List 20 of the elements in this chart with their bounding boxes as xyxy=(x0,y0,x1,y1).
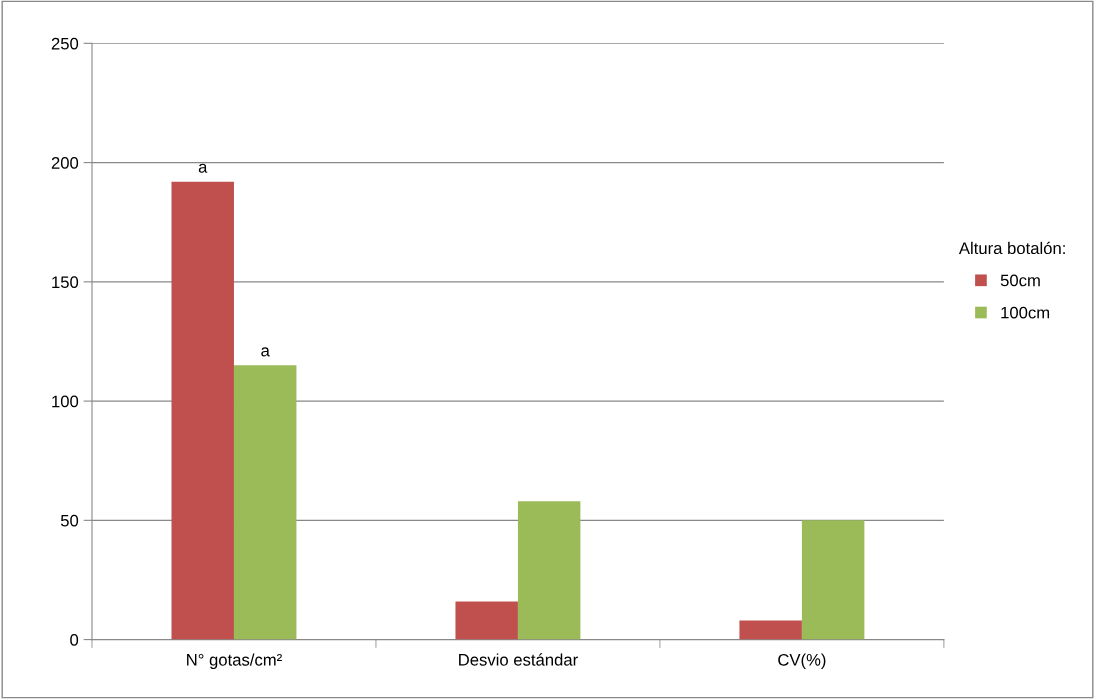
bar xyxy=(455,601,518,640)
annotation: a xyxy=(261,347,270,357)
annotation: a xyxy=(198,163,208,173)
y-tick-label: 0 xyxy=(70,633,79,646)
y-tick-label: 200 xyxy=(51,156,79,169)
y-tick-label: 50 xyxy=(60,514,79,527)
bar xyxy=(517,501,581,640)
bar xyxy=(801,520,865,640)
bar xyxy=(171,181,234,640)
y-tick-label: 250 xyxy=(51,37,79,50)
legend-label: 100cm xyxy=(1001,306,1050,319)
legend-title: Altura botalón: xyxy=(958,241,1065,255)
legend-label: 50cm xyxy=(1000,274,1040,287)
y-tick-label: 150 xyxy=(52,276,79,289)
x-tick-label: Desvio estándar xyxy=(459,653,578,666)
bar xyxy=(739,620,802,640)
bar xyxy=(233,365,297,640)
x-tick-label: CV(%) xyxy=(778,653,826,669)
y-tick-label: 100 xyxy=(52,395,79,408)
x-tick-label: N° gotas/cm² xyxy=(187,653,282,670)
